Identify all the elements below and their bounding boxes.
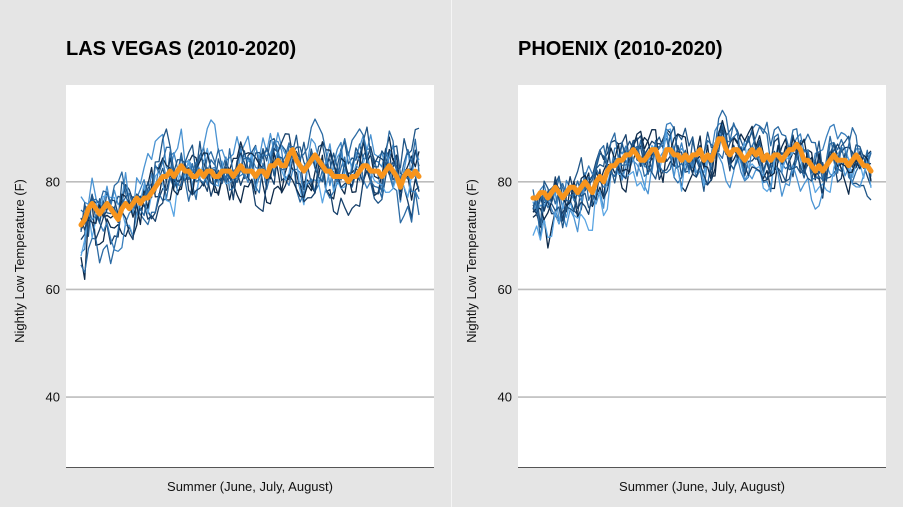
average-line — [530, 136, 874, 201]
panel-divider — [451, 0, 452, 507]
x-axis-label: Summer (June, July, August) — [619, 479, 785, 494]
year-line-5 — [532, 122, 872, 218]
year-line-7 — [532, 128, 872, 241]
year-line-6 — [80, 119, 420, 224]
y-tick-label-60: 60 — [46, 282, 60, 297]
phoenix-panel: PHOENIX (2010-2020) 40 60 80 Summer (June, … — [452, 0, 903, 507]
year-line-9 — [532, 131, 872, 222]
y-tick-label-40: 40 — [46, 390, 60, 405]
chart-title-phoenix: PHOENIX (2010-2020) — [518, 38, 723, 60]
las-vegas-chart: 40 60 80 Summer (June, July, August) Nightly… — [12, 85, 434, 494]
chart-title-las-vegas: LAS VEGAS (2010-2020) — [66, 38, 297, 60]
phoenix-chart: 40 60 80 Summer (June, July, August) Nightly… — [464, 85, 886, 494]
average-line — [78, 147, 422, 228]
y-axis-label: Nightly Low Temperature (F) — [12, 179, 27, 343]
plot-area — [66, 85, 434, 467]
y-axis-label: Nightly Low Temperature (F) — [464, 179, 479, 343]
x-axis-label: Summer (June, July, August) — [167, 479, 333, 494]
y-tick-label-60: 60 — [498, 282, 512, 297]
y-tick-label-80: 80 — [498, 174, 512, 189]
y-tick-label-40: 40 — [498, 390, 512, 405]
y-tick-label-80: 80 — [46, 174, 60, 189]
las-vegas-panel: LAS VEGAS (2010-2020) 40 60 80 Summer (June… — [0, 0, 451, 507]
